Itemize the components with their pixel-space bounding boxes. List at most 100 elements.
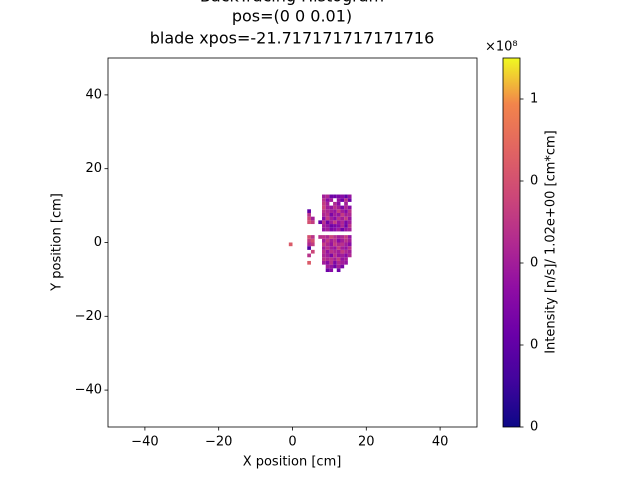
- colorbar: [502, 57, 521, 428]
- heatmap-cell: [340, 216, 345, 221]
- heatmap-cell: [318, 235, 323, 239]
- colorbar-label: Intensity [n/s]/ 1.02e+00 [cm*cm]: [544, 130, 559, 354]
- heatmap-cell: [322, 257, 326, 261]
- heatmap-cell: [336, 235, 341, 239]
- heatmap-cell: [325, 220, 330, 225]
- heatmap-cell: [325, 260, 330, 265]
- y-axis-label: Y position [cm]: [50, 193, 65, 292]
- heatmap-cell: [344, 201, 348, 206]
- heatmap-cell: [322, 209, 326, 213]
- chart-subtitle: pos=(0 0 0.01): [232, 7, 352, 26]
- heatmap-cell: [347, 238, 352, 243]
- heatmap-cell: [322, 212, 326, 217]
- heatmap-cell: [336, 249, 341, 254]
- heatmap-cell: [329, 264, 334, 269]
- heatmap-cell: [329, 227, 334, 232]
- y-tick-label: −20: [75, 309, 102, 324]
- x-axis-label: X position [cm]: [243, 455, 342, 470]
- heatmap-cell: [344, 209, 348, 213]
- heatmap-cell: [325, 268, 330, 273]
- heatmap-cell: [329, 209, 334, 213]
- heatmap-cell: [322, 216, 326, 221]
- y-tick-label: 0: [94, 235, 102, 250]
- heatmap-cell: [329, 242, 334, 247]
- heatmap-cell: [336, 227, 341, 232]
- heatmap-cell: [322, 238, 326, 243]
- heatmap-cell: [347, 242, 352, 247]
- heatmap-cell: [329, 220, 334, 225]
- heatmap-cell: [347, 227, 352, 232]
- heatmap-cell: [310, 220, 315, 225]
- heatmap-cell: [344, 220, 348, 225]
- heatmap-cell: [307, 260, 311, 265]
- heatmap-cell: [333, 216, 337, 221]
- heatmap-cell: [336, 260, 341, 265]
- colorbar-tick-label: 0: [530, 338, 538, 353]
- heatmap-cell: [333, 212, 337, 217]
- heatmap-cell: [322, 242, 326, 247]
- heatmap-cell: [347, 249, 352, 254]
- colorbar-tick-label: 1: [530, 92, 538, 107]
- heatmap-cell: [333, 260, 337, 265]
- heatmap-cell: [336, 224, 341, 228]
- heatmap-cell: [325, 264, 330, 269]
- heatmap-cell: [340, 220, 345, 225]
- heatmap-cell: [325, 238, 330, 243]
- heatmap-cell: [340, 235, 345, 239]
- heatmap-cell: [322, 246, 326, 250]
- heatmap-cell: [333, 242, 337, 247]
- heatmap-cell: [344, 257, 348, 261]
- heatmap-cell: [344, 242, 348, 247]
- heatmap-cell: [336, 198, 341, 202]
- heatmap-cell: [329, 194, 334, 199]
- heatmap-cell: [340, 253, 345, 258]
- heatmap-cell: [333, 205, 337, 210]
- heatmap-cell: [329, 246, 334, 250]
- heatmap-cell: [336, 209, 341, 213]
- heatmap-cell: [310, 249, 315, 254]
- heatmap-cell: [307, 246, 311, 250]
- heatmap-cell: [336, 246, 341, 250]
- heatmap-cell: [325, 205, 330, 210]
- heatmap-cell: [307, 238, 311, 243]
- x-tick-label: 0: [288, 435, 296, 450]
- chart-title: BackTracing Histogram: [200, 0, 384, 6]
- heatmap-cell: [333, 220, 337, 225]
- heatmap-cell: [340, 194, 345, 199]
- heatmap-cell: [333, 224, 337, 228]
- heatmap-cell: [329, 235, 334, 239]
- heatmap-cell: [307, 242, 311, 247]
- heatmap-cell: [336, 242, 341, 247]
- heatmap-cell: [344, 246, 348, 250]
- x-tick-label: −20: [205, 435, 232, 450]
- heatmap-cell: [333, 238, 337, 243]
- heatmap-cell: [333, 264, 337, 269]
- heatmap-cell: [340, 264, 345, 269]
- heatmap-cell: [322, 198, 326, 202]
- y-tick-label: 20: [85, 161, 102, 176]
- heatmap-cell: [329, 260, 334, 265]
- heatmap-cell: [322, 205, 326, 210]
- heatmap-cell: [344, 212, 348, 217]
- chart-subtitle: blade xpos=-21.717171717171716: [150, 29, 435, 48]
- heatmap-cell: [344, 194, 348, 199]
- heatmap-cell: [336, 238, 341, 243]
- heatmap-cell: [344, 249, 348, 254]
- y-tick-label: −40: [75, 383, 102, 398]
- heatmap-cell: [325, 242, 330, 247]
- heatmap-cell: [322, 220, 326, 225]
- heatmap-cell: [322, 227, 326, 232]
- heatmap-cell: [347, 205, 352, 210]
- colorbar-offset: ×10⁸: [485, 40, 518, 55]
- heatmap-cell: [333, 249, 337, 254]
- heatmap-cell: [344, 205, 348, 210]
- heatmap-cell: [322, 224, 326, 228]
- heatmap-cell: [325, 253, 330, 258]
- heatmap-cell: [307, 253, 311, 258]
- heatmap-cell: [347, 209, 352, 213]
- heatmap-cell: [318, 220, 323, 225]
- heatmap-cell: [325, 224, 330, 228]
- heatmap-cell: [325, 235, 330, 239]
- x-tick-label: 20: [358, 435, 375, 450]
